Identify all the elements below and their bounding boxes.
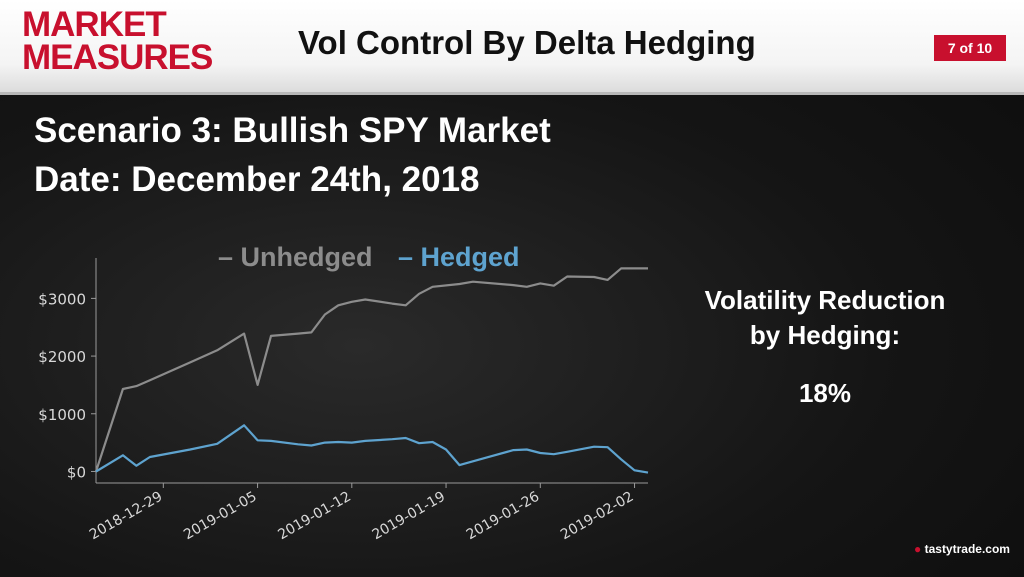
vr-label-line2: by Hedging: bbox=[749, 320, 901, 350]
x-tick-label: 2019-01-19 bbox=[370, 489, 448, 544]
x-tick-label: 2019-01-12 bbox=[275, 489, 353, 544]
volatility-reduction-label: Volatility Reduction by Hedging: bbox=[660, 283, 990, 353]
scenario-line: Scenario 3: Bullish SPY Market bbox=[34, 111, 551, 150]
x-tick-label: 2019-01-05 bbox=[181, 489, 259, 544]
y-tick-label: $2000 bbox=[38, 348, 86, 366]
volatility-reduction-value: 18% bbox=[798, 378, 852, 408]
x-tick-label: 2019-02-02 bbox=[558, 489, 636, 544]
header-divider bbox=[0, 92, 1024, 95]
x-tick-label: 2018-12-29 bbox=[87, 489, 165, 544]
y-tick-label: $1000 bbox=[38, 406, 86, 424]
y-tick-label: $3000 bbox=[38, 290, 86, 308]
vr-label-line1: Volatility Reduction bbox=[704, 285, 946, 315]
cherry-icon: ● bbox=[914, 542, 922, 556]
footer-suffix: .com bbox=[981, 542, 1010, 556]
footer-brand: tastytrade bbox=[924, 542, 982, 556]
date-line: Date: December 24th, 2018 bbox=[34, 160, 480, 199]
tastytrade-logo: ● tastytrade.com bbox=[914, 542, 1010, 556]
scenario-heading: Scenario 3: Bullish SPY Market Date: Dec… bbox=[34, 106, 551, 204]
x-tick-label: 2019-01-26 bbox=[464, 489, 543, 544]
market-measures-logo: MARKET MEASURES bbox=[22, 5, 213, 77]
page-indicator-badge[interactable]: 7 of 10 bbox=[934, 35, 1006, 61]
series-line-unhedged bbox=[94, 267, 648, 472]
pnl-line-chart: $0 $1000 $2000 $3000 2018-12-29 2019-01-05 201… bbox=[38, 242, 649, 544]
logo-line2: MEASURES bbox=[22, 38, 213, 77]
series-line-hedged bbox=[95, 424, 649, 474]
legend-item-unhedged: – Unhedged bbox=[218, 242, 373, 272]
logo-line1: MARKET bbox=[22, 5, 167, 44]
header-bar: MARKET MEASURES Vol Control By Delta Hed… bbox=[0, 0, 1024, 92]
y-tick-label: $0 bbox=[67, 463, 86, 481]
slide-title: Vol Control By Delta Hedging bbox=[298, 24, 756, 61]
legend-item-hedged: – Hedged bbox=[398, 242, 520, 272]
